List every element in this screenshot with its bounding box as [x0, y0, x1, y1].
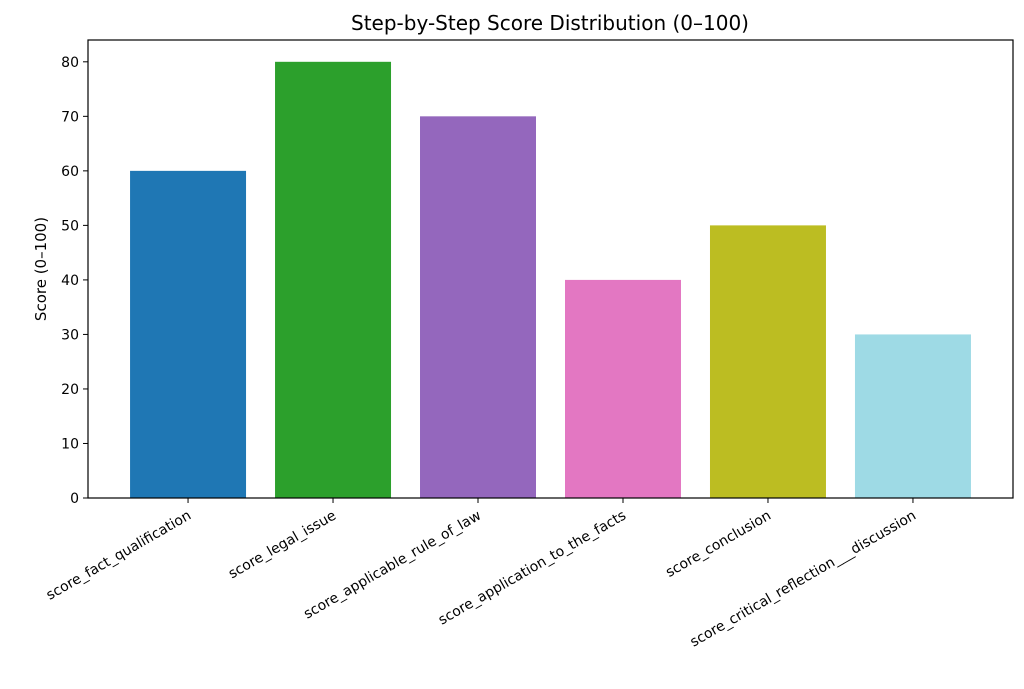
y-axis-label: Score (0–100) [32, 217, 50, 321]
y-tick-label: 70 [61, 109, 79, 125]
y-tick-label: 30 [61, 327, 79, 343]
x-tick-label: score_legal_issue [226, 508, 339, 583]
x-ticks-layer: score_fact_qualification score_legal_issu… [44, 498, 919, 651]
bar-score_fact_qualification [130, 170, 247, 499]
y-tick-label: 60 [61, 164, 79, 180]
bar-score_legal_issue [275, 61, 392, 499]
bar-score_application_to_the_facts [565, 279, 681, 498]
bar-score_critical_reflection___discussion [854, 334, 971, 498]
x-tick-label: score_conclusion [663, 508, 774, 581]
x-tick-label: score_critical_reflection___discussion [687, 508, 919, 651]
y-tick-label: 50 [61, 218, 79, 234]
chart-title: Step-by-Step Score Distribution (0–100) [351, 11, 749, 35]
y-tick-label: 40 [61, 273, 79, 289]
y-tick-label: 0 [70, 491, 79, 507]
bar-score_applicable_rule_of_law [420, 116, 536, 498]
y-tick-label: 10 [61, 436, 79, 452]
y-tick-label: 20 [61, 382, 79, 398]
bars-layer [130, 61, 971, 499]
y-tick-label: 80 [61, 55, 79, 71]
plot-frame [87, 39, 1014, 499]
x-tick-label: score_fact_qualification [44, 508, 194, 604]
y-axis-label-group: Score (0–100) [32, 217, 50, 321]
bar-score_conclusion [709, 225, 826, 498]
y-ticks-layer: 0 10 20 30 40 50 60 70 80 [61, 55, 88, 507]
